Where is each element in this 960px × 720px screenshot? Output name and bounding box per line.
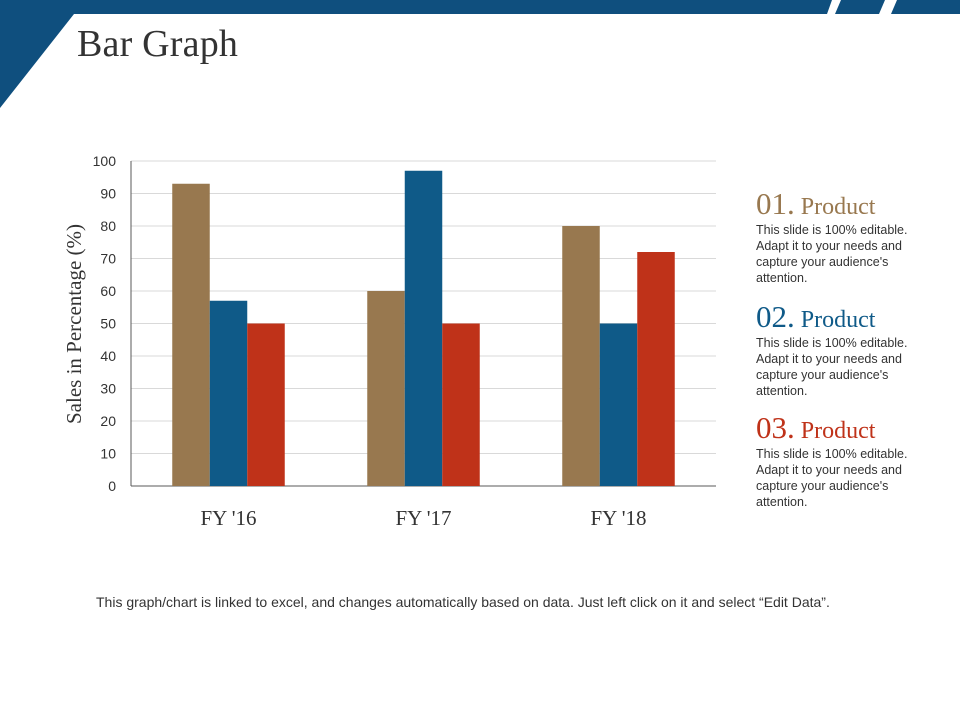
y-tick-label: 0 [108,478,116,494]
legend-name: Product [800,194,876,220]
y-axis-title: Sales in Percentage (%) [62,224,86,424]
legend-heading: 01. Product [756,188,956,219]
legend-description: This slide is 100% editable. Adapt it to… [756,447,908,509]
header-stripe-1 [835,0,885,14]
y-tick-label: 100 [93,153,117,169]
header-stripe-2 [891,0,960,14]
legend-heading: 03. Product [756,412,956,443]
bar-2-series-1 [367,291,405,486]
y-tick-label: 60 [100,283,116,299]
x-tick-label: FY '17 [395,506,451,530]
legend-item-product-03: 03. Product This slide is 100% editable. … [756,412,956,510]
bar-3-series-3 [637,252,675,486]
legend-number: 02. [756,299,795,334]
bar-3-series-1 [562,226,600,486]
y-tick-label: 80 [100,218,116,234]
x-tick-label: FY '18 [590,506,646,530]
page-title: Bar Graph [77,23,239,65]
legend-number: 03. [756,410,795,445]
bar-2-series-2 [404,170,443,486]
legend-name: Product [800,418,876,444]
y-tick-label: 70 [100,251,116,267]
y-tick-label: 10 [100,446,116,462]
legend-description: This slide is 100% editable. Adapt it to… [756,336,908,398]
bar-2-series-3 [442,323,480,486]
legend-number: 01. [756,186,795,221]
legend-name: Product [800,307,876,333]
y-tick-label: 40 [100,348,116,364]
legend-heading: 02. Product [756,301,956,332]
y-tick-label: 50 [100,316,116,332]
legend-description: This slide is 100% editable. Adapt it to… [756,223,908,285]
x-tick-label: FY '16 [200,506,256,530]
legend-item-product-02: 02. Product This slide is 100% editable. … [756,301,956,399]
y-tick-label: 90 [100,186,116,202]
bar-1-series-3 [247,323,285,486]
bar-3-series-2 [599,323,638,486]
header-bar [0,0,832,108]
bar-1-series-2 [209,300,248,486]
y-tick-label: 30 [100,381,116,397]
bar-1-series-1 [172,183,210,486]
y-tick-label: 20 [100,413,116,429]
legend-item-product-01: 01. Product This slide is 100% editable. … [756,188,956,286]
footnote: This graph/chart is linked to excel, and… [96,594,830,610]
